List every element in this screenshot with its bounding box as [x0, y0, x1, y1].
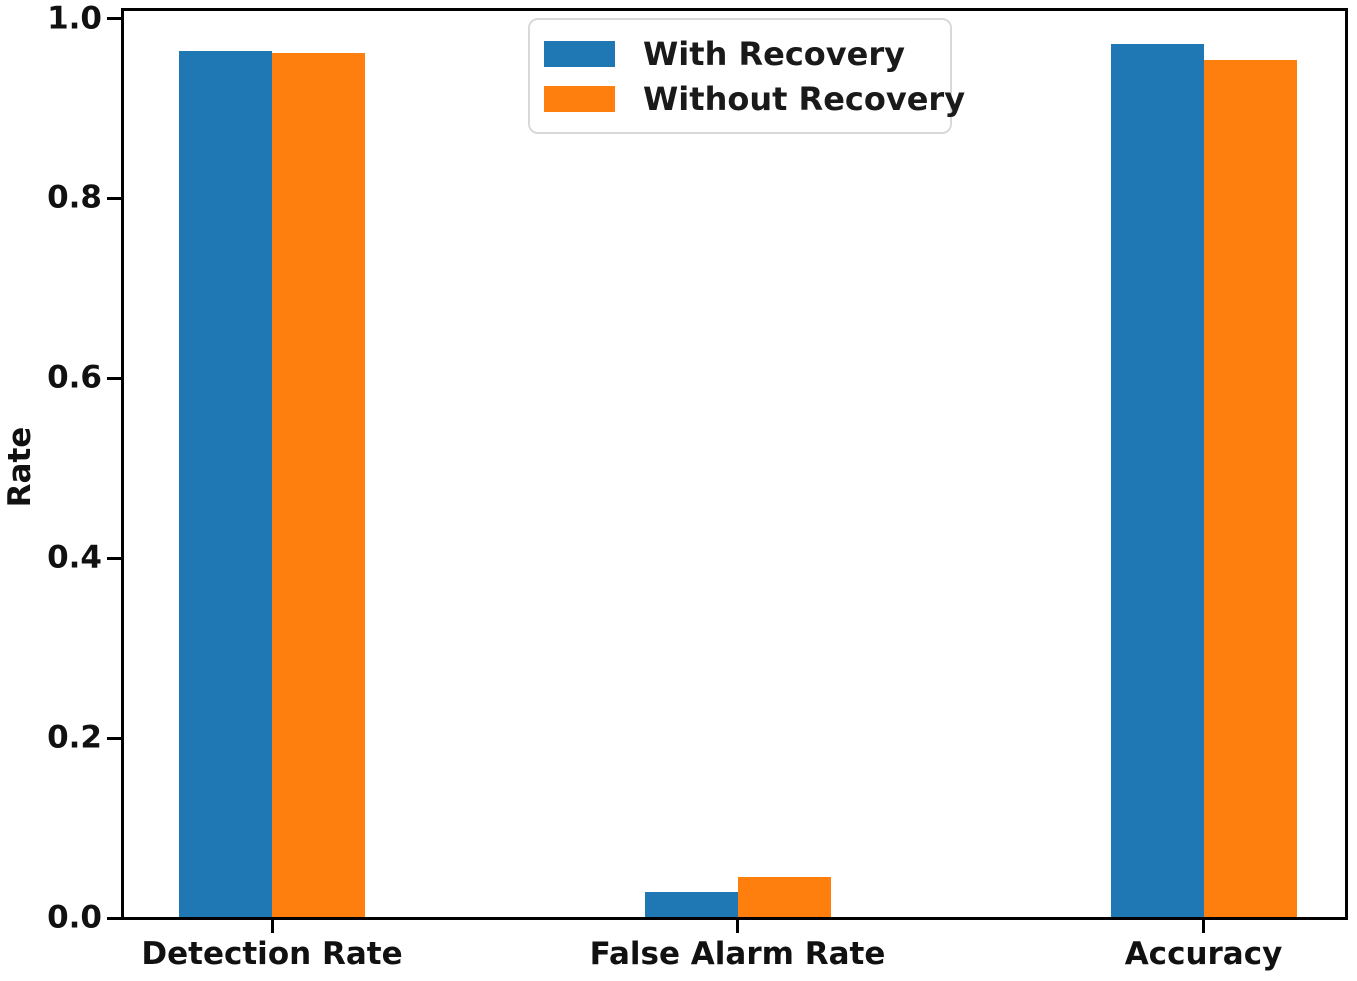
y-tick-label-0-8: 0.8: [47, 179, 102, 216]
legend-item-without-recovery: Without Recovery: [544, 83, 965, 115]
bar-with-recovery-detection-rate: [179, 50, 272, 917]
y-tick-label-0-2: 0.2: [47, 719, 102, 756]
y-tick-mark: [107, 196, 121, 200]
bar-with-recovery-accuracy: [1110, 43, 1204, 917]
legend-item-with-recovery: With Recovery: [544, 38, 950, 70]
y-tick-mark: [107, 376, 121, 380]
legend-label-with-recovery: With Recovery: [643, 34, 905, 73]
legend: With Recovery Without Recovery: [528, 18, 965, 134]
bar-without-recovery-false-alarm-rate: [737, 876, 831, 917]
legend-label-without-recovery: Without Recovery: [643, 79, 966, 118]
bar-with-recovery-false-alarm-rate: [644, 891, 738, 917]
x-tick-mark: [270, 920, 274, 933]
y-tick-label-0-6: 0.6: [47, 359, 102, 396]
y-tick-mark: [107, 736, 121, 740]
x-tick-label-false-alarm-rate: False Alarm Rate: [589, 936, 886, 972]
x-tick-label-detection-rate: Detection Rate: [141, 936, 403, 972]
y-tick-label-0-4: 0.4: [47, 539, 102, 576]
y-tick-mark: [107, 916, 121, 920]
y-axis-title: Rate: [2, 426, 38, 508]
bar-without-recovery-accuracy: [1203, 59, 1297, 917]
y-tick-label-0-0: 0.0: [47, 899, 102, 936]
x-tick-label-accuracy: Accuracy: [1124, 936, 1283, 972]
y-tick-label-1-0: 1.0: [47, 0, 102, 36]
bar-without-recovery-detection-rate: [272, 53, 365, 917]
x-tick-mark: [736, 920, 739, 933]
y-tick-mark: [107, 556, 121, 560]
y-tick-mark: [107, 17, 121, 20]
x-tick-mark: [1202, 920, 1205, 933]
legend-swatch-without-recovery: [544, 85, 615, 112]
legend-swatch-with-recovery: [544, 40, 615, 67]
plot-area: [121, 8, 1348, 920]
